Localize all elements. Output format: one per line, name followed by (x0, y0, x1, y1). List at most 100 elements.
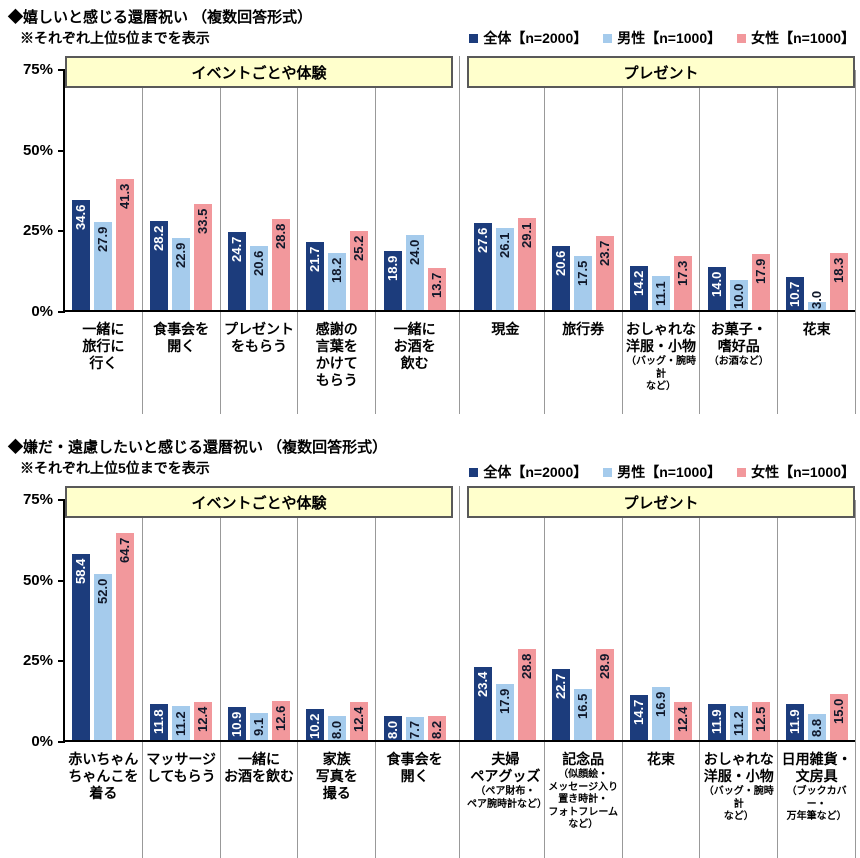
category-label-zone: 日用雑貨・ 文房具 （ブックカバー・ 万年筆など） (778, 742, 855, 858)
bar-female (194, 702, 213, 742)
y-axis: 75% 50% 25% 0% (0, 491, 65, 750)
value-label: 12.5 (752, 706, 768, 732)
category: 10.9 9.1 12.6 一緒に お酒を飲む (219, 500, 298, 858)
value-label: 8.0 (384, 720, 400, 739)
bar-male (249, 245, 268, 312)
category-label: おしゃれな 洋服・小物 (625, 321, 696, 354)
value-label: 34.6 (73, 205, 89, 231)
category-label: 花束 (646, 751, 675, 767)
bar-total (629, 266, 648, 312)
y-axis-line (63, 70, 65, 312)
category-label: 夫婦 ペアグッズ (470, 751, 541, 784)
section-divider-line (459, 486, 460, 858)
chart-title: ◆嫌だ・遠慮したいと感じる還暦祝い （複数回答形式） (8, 439, 388, 456)
category-label-zone: 夫婦 ペアグッズ （ペア財布・ ペア腕時計など） (467, 742, 547, 858)
category: 23.4 17.9 28.8 夫婦 ペアグッズ （ペア財布・ ペア腕時計など） (467, 500, 547, 858)
value-label: 14.7 (630, 699, 646, 725)
value-label: 23.4 (475, 671, 491, 697)
bar-female (829, 693, 848, 742)
value-label: 11.2 (730, 711, 746, 736)
category-bars: 11.9 8.8 15.0 (778, 500, 855, 742)
value-label: 12.6 (272, 706, 288, 732)
category-sublabel: （バッグ・腕時計 など） (703, 786, 774, 822)
chart-happy-kanreki: ◆嬉しいと感じる還暦祝い （複数回答形式） ※それぞれ上位5位までを表示 全体【… (0, 0, 860, 414)
value-label: 23.7 (597, 240, 613, 266)
value-label: 10.9 (228, 711, 244, 737)
value-label: 3.0 (808, 290, 824, 309)
category-label: 食事会を 開く (153, 321, 210, 354)
legend-swatch-icon (603, 468, 613, 477)
category-label: お菓子・ 嗜好品 (710, 321, 767, 354)
category: 58.4 52.0 64.7 赤いちゃん ちゃんこを 着る (65, 500, 142, 858)
value-label: 20.6 (250, 250, 266, 276)
value-label: 18.2 (328, 257, 344, 284)
value-label: 11.8 (151, 709, 167, 734)
value-label: 18.9 (384, 255, 400, 282)
bar-total (305, 241, 324, 312)
value-label: 8.8 (808, 718, 824, 737)
category: 27.6 26.1 29.1 現金 (467, 70, 544, 414)
group-band-header: イベントごとや体験 (65, 56, 453, 88)
value-label: 12.4 (674, 706, 690, 732)
value-label: 33.5 (195, 208, 211, 234)
category-sublabel: （ペア財布・ ペア腕時計など） (467, 786, 547, 810)
y-axis-label: 50% (22, 571, 53, 589)
value-label: 18.3 (830, 257, 846, 283)
category-bars: 10.7 3.0 18.3 (778, 70, 855, 312)
category-label-zone: 一緒に 旅行に 行く (65, 312, 142, 414)
bar-female (673, 256, 692, 312)
bar-female (349, 230, 368, 312)
y-axis: 75% 50% 25% 0% (0, 61, 65, 320)
category-label-zone: おしゃれな 洋服・小物 （バッグ・腕時計 など） (700, 742, 777, 858)
category-label-zone: おしゃれな 洋服・小物 （バッグ・腕時計 など） (623, 312, 700, 414)
category-group: プレゼント 27.6 26.1 29.1 現金 20.6 17.5 23.7 旅行券 14.2 11… (467, 56, 855, 414)
category: 8.0 7.7 8.2 食事会を 開く (375, 500, 453, 858)
y-axis-label: 50% (22, 141, 53, 159)
y-axis-tick (58, 660, 65, 663)
category-bars: 18.9 24.0 13.7 (376, 70, 453, 312)
value-label: 10.2 (306, 713, 322, 739)
value-label: 28.8 (272, 223, 288, 250)
category-bars: 28.2 22.9 33.5 (143, 70, 220, 312)
category: 20.6 17.5 23.7 旅行券 (543, 70, 622, 414)
category-bars: 8.0 7.7 8.2 (376, 500, 453, 742)
bar-female (271, 219, 290, 312)
bar-female (349, 702, 368, 742)
bar-male (651, 276, 670, 312)
bar-total (383, 251, 402, 312)
value-label: 26.1 (497, 232, 513, 258)
x-axis-line (63, 740, 855, 742)
category: 22.7 16.5 28.9 記念品 （似顔絵・ メッセージ入り 置き時計・ フォトフレ… (543, 500, 622, 858)
bar-male (496, 684, 515, 742)
category-label-zone: プレゼント をもらう (221, 312, 298, 414)
value-label: 10.0 (730, 283, 746, 309)
bar-male (249, 712, 268, 742)
category-label-zone: 食事会を 開く (143, 312, 220, 414)
y-axis-label: 0% (31, 303, 53, 320)
category-label-zone: 記念品 （似顔絵・ メッセージ入り 置き時計・ フォトフレーム など） (545, 742, 622, 858)
category-label: 記念品 (562, 751, 605, 767)
section-divider-line (459, 56, 460, 414)
value-label: 9.1 (250, 717, 266, 736)
bar-female (427, 267, 446, 312)
category-label-zone: 現金 (467, 312, 544, 414)
bar-total (474, 666, 493, 742)
category-bars: 27.6 26.1 29.1 (467, 70, 544, 312)
value-label: 21.7 (306, 246, 322, 272)
legend-swatch-icon (469, 468, 479, 477)
category-bars: 10.2 8.0 12.4 (298, 500, 375, 742)
bar-total (629, 694, 648, 742)
category: 18.9 24.0 13.7 一緒に お酒を 飲む (375, 70, 453, 414)
value-label: 11.2 (173, 711, 189, 736)
category-label: 食事会を 開く (386, 751, 443, 784)
value-label: 17.3 (674, 260, 690, 287)
category-label-zone: お菓子・ 嗜好品 （お酒など） (700, 312, 777, 414)
value-label: 24.0 (406, 239, 422, 265)
category-label: おしゃれな 洋服・小物 (703, 751, 774, 784)
bar-male (405, 234, 424, 312)
bar-male (807, 713, 826, 742)
bar-total (707, 266, 726, 312)
bar-total (227, 232, 246, 312)
category-bars: 23.4 17.9 28.8 (467, 500, 544, 742)
value-label: 27.9 (95, 226, 111, 252)
